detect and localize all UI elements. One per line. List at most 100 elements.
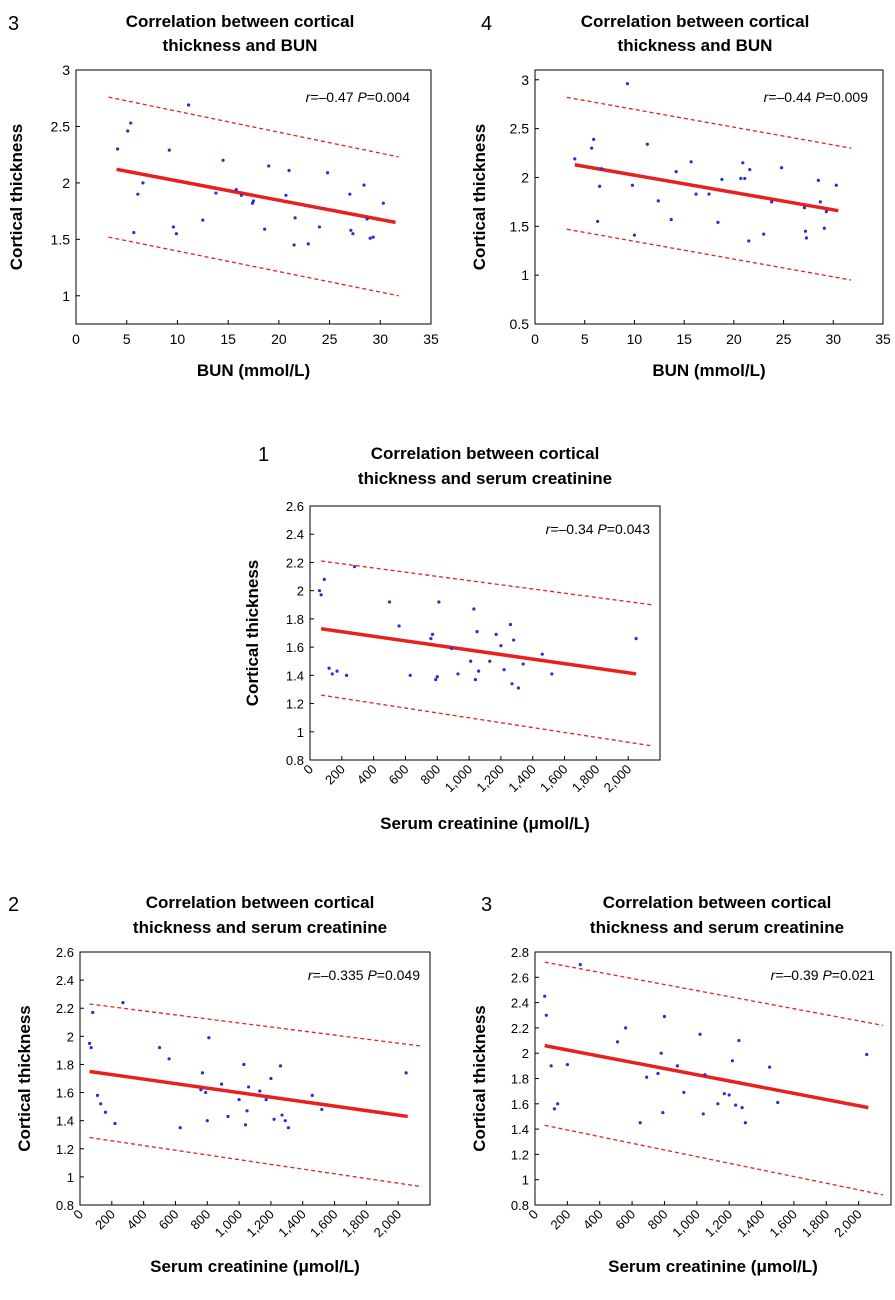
data-point [234, 188, 238, 192]
chart-svg: 1 Correlation between cortical thickness a… [243, 444, 661, 833]
data-point [802, 206, 807, 210]
data-point [310, 1093, 314, 1097]
data-point [278, 1064, 283, 1068]
data-point [207, 1036, 211, 1040]
data-point [204, 1090, 208, 1095]
data-point [634, 637, 638, 641]
data-point [669, 217, 673, 222]
y-tick-label: 1 [67, 1170, 74, 1185]
data-point [510, 682, 514, 686]
x-tick-label: 1,800 [339, 1207, 373, 1241]
y-tick-label: 2.5 [510, 121, 530, 137]
chart-creatinine-panel-3: 3 Correlation between cortical thickness a… [455, 875, 895, 1300]
data-point [521, 662, 525, 666]
annotation-r-value: =–0.47 [310, 89, 353, 105]
chart-title-line: Correlation between cortical [146, 893, 375, 912]
data-point [87, 1041, 92, 1045]
ci-upper-line [566, 96, 852, 149]
data-point [502, 668, 506, 672]
y-tick-label: 1.6 [56, 1086, 74, 1101]
x-tick-label: 200 [548, 1207, 574, 1233]
regression-line [89, 1069, 408, 1119]
x-tick-label: 2,000 [601, 762, 635, 796]
chart-title-line: thickness and serum creatinine [133, 918, 387, 937]
panel-label: 3 [8, 13, 19, 35]
data-point [477, 669, 481, 673]
x-tick-label: 1,200 [473, 762, 507, 796]
x-tick-label: 1,000 [212, 1207, 246, 1241]
annotation-r-value: =–0.44 [768, 89, 811, 105]
data-point [540, 652, 544, 656]
data-point [283, 1119, 287, 1123]
ci-lower-line [544, 1124, 884, 1196]
x-tick-label: 15 [220, 331, 236, 347]
data-point [659, 1051, 663, 1055]
panel-label: 2 [8, 894, 19, 916]
data-point [743, 1121, 747, 1125]
data-point [272, 1117, 276, 1121]
data-point [456, 672, 460, 676]
data-point [747, 239, 751, 243]
data-point [437, 600, 441, 604]
x-tick-label: 10 [627, 331, 643, 347]
correlation-annotation: r=–0.47 P=0.004 [306, 89, 411, 105]
data-point [327, 666, 331, 670]
data-point [475, 629, 479, 634]
ci-lower-line [108, 236, 399, 297]
y-tick-label: 3 [521, 72, 529, 88]
x-tick-label: 25 [322, 331, 338, 347]
data-point [632, 233, 637, 237]
data-point [762, 232, 766, 236]
data-point [292, 243, 296, 247]
data-point [121, 1001, 125, 1005]
data-point [167, 148, 171, 152]
data-point [136, 192, 140, 196]
data-point [727, 1093, 731, 1097]
correlation-annotation: r=–0.34 P=0.043 [546, 521, 651, 537]
y-tick-label: 1 [297, 725, 304, 740]
y-tick-label: 1.4 [511, 1122, 529, 1137]
chart-svg: 3 Correlation between cortical thickness a… [7, 12, 439, 380]
correlation-annotation: r=–0.44 P=0.009 [764, 89, 869, 105]
data-point [818, 200, 822, 204]
chart-title-line: Correlation between cortical [581, 12, 810, 31]
y-tick-label: 2.5 [51, 118, 71, 134]
chart-svg: 3 Correlation between cortical thickness a… [470, 893, 892, 1276]
x-tick-label: 800 [645, 1207, 671, 1233]
x-tick-label: 1,200 [702, 1207, 736, 1241]
regression-line [320, 627, 637, 676]
data-point [675, 1064, 679, 1068]
data-point [335, 669, 339, 673]
data-point [214, 191, 218, 195]
x-tick-label: 0 [531, 331, 539, 347]
data-point [740, 1105, 744, 1110]
x-tick-label: 5 [581, 331, 589, 347]
data-point [435, 675, 439, 679]
chart-title-line: Correlation between cortical [371, 444, 600, 463]
data-point [739, 176, 743, 181]
data-point [512, 638, 516, 642]
y-tick-label: 1.8 [286, 612, 304, 627]
annotation-p-value: =0.021 [832, 967, 875, 983]
chart-title-line: Correlation between cortical [603, 893, 832, 912]
data-point [508, 622, 513, 627]
data-point [615, 1040, 620, 1044]
data-point [239, 193, 243, 197]
data-point [707, 192, 711, 196]
data-point [205, 1119, 209, 1123]
x-tick-label: 1,000 [669, 1207, 703, 1241]
data-point [325, 171, 330, 175]
data-point [91, 1010, 95, 1015]
data-point [263, 227, 267, 231]
data-point [317, 225, 322, 229]
data-point [397, 624, 401, 628]
x-tick-label: 15 [676, 331, 692, 347]
data-point [348, 192, 352, 196]
data-point [645, 1075, 649, 1079]
data-point [264, 1097, 268, 1102]
annotation-p-label: P [367, 967, 377, 983]
data-point [573, 157, 577, 161]
x-tick-label: 600 [156, 1207, 182, 1233]
data-point [306, 242, 310, 246]
data-point [132, 230, 136, 235]
